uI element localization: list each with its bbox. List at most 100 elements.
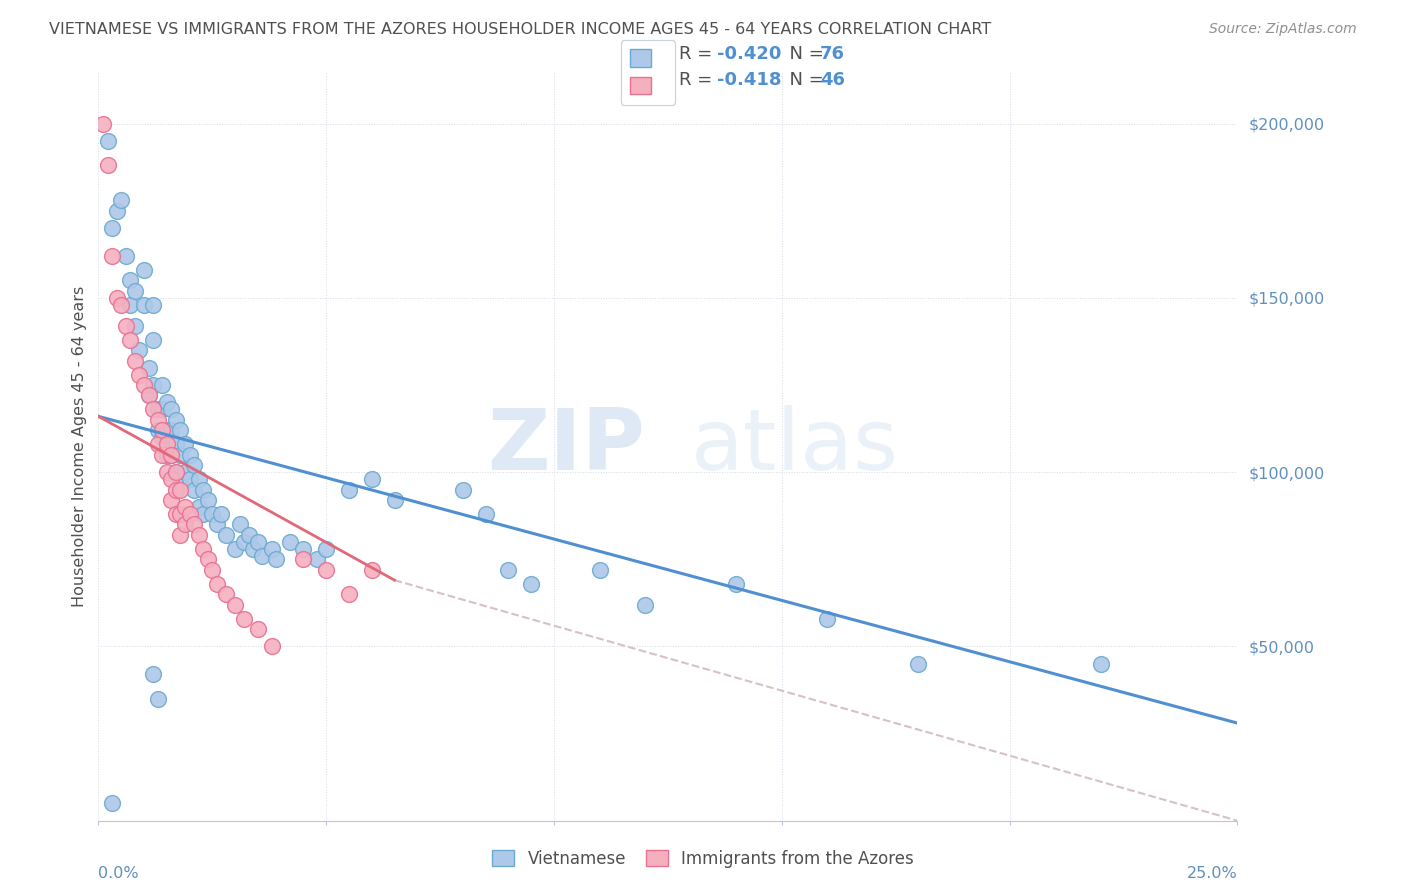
Point (292, 541, 315, 556)
Point (215, 528, 238, 542)
Point (165, 437, 187, 451)
Point (150, 378, 173, 392)
Point (451, 483, 474, 497)
Point (132, 263, 155, 277)
Point (160, 448, 183, 462)
Point (124, 318, 146, 333)
Point (174, 500, 197, 514)
Point (179, 448, 201, 462)
Point (205, 576, 228, 591)
Point (142, 298, 165, 312)
Point (224, 598, 246, 612)
Point (520, 576, 543, 591)
Point (174, 517, 197, 532)
Point (156, 423, 179, 437)
Point (138, 360, 160, 375)
Point (169, 528, 191, 542)
Text: R =: R = (679, 71, 718, 89)
Point (360, 472, 382, 486)
Point (360, 563, 382, 577)
Point (101, 249, 124, 263)
Point (307, 552, 329, 566)
Text: -0.420: -0.420 (717, 45, 782, 62)
Point (160, 423, 183, 437)
Point (634, 598, 657, 612)
Text: N =: N = (778, 45, 830, 62)
Point (264, 552, 287, 566)
Point (183, 483, 205, 497)
Point (138, 388, 160, 402)
Legend: , : , (620, 40, 675, 105)
Point (165, 465, 187, 479)
Point (156, 437, 179, 451)
Point (114, 318, 136, 333)
Point (384, 493, 406, 508)
Point (165, 483, 187, 497)
Point (132, 378, 155, 392)
Legend: Vietnamese, Immigrants from the Azores: Vietnamese, Immigrants from the Azores (485, 844, 921, 875)
Point (169, 472, 191, 486)
Point (197, 552, 219, 566)
Point (238, 528, 260, 542)
Point (160, 448, 183, 462)
Point (193, 541, 215, 556)
Text: -0.418: -0.418 (717, 71, 782, 89)
Point (193, 483, 215, 497)
Point (146, 423, 169, 437)
Point (337, 483, 360, 497)
Point (110, 298, 132, 312)
Point (252, 549, 274, 563)
Point (165, 507, 187, 521)
Point (907, 657, 929, 671)
Point (120, 298, 142, 312)
Point (215, 587, 238, 601)
Point (142, 333, 165, 347)
Point (169, 507, 191, 521)
Point (124, 284, 146, 298)
Point (233, 611, 256, 625)
Point (146, 413, 169, 427)
Point (205, 517, 228, 532)
Point (209, 507, 232, 521)
Point (201, 507, 224, 521)
Point (193, 507, 215, 521)
Point (246, 534, 269, 549)
Point (160, 472, 183, 486)
Point (815, 611, 838, 625)
Point (242, 541, 264, 556)
Text: 25.0%: 25.0% (1187, 865, 1237, 880)
Point (150, 430, 173, 444)
Point (146, 437, 169, 451)
Text: VIETNAMESE VS IMMIGRANTS FROM THE AZORES HOUSEHOLDER INCOME AGES 45 - 64 YEARS C: VIETNAMESE VS IMMIGRANTS FROM THE AZORES… (49, 22, 991, 37)
Point (165, 465, 187, 479)
Point (114, 249, 136, 263)
Point (156, 465, 179, 479)
Point (156, 395, 179, 409)
Point (138, 388, 160, 402)
Point (160, 402, 183, 417)
Point (96, 134, 118, 148)
Point (187, 500, 209, 514)
Point (128, 368, 150, 382)
Point (132, 298, 155, 312)
Point (201, 563, 224, 577)
Point (260, 640, 283, 654)
Text: 76: 76 (820, 45, 845, 62)
Point (179, 507, 201, 521)
Point (183, 517, 205, 532)
Text: 46: 46 (820, 71, 845, 89)
Point (474, 507, 496, 521)
Text: 0.0%: 0.0% (98, 865, 139, 880)
Point (110, 194, 132, 208)
Point (169, 483, 191, 497)
Text: R =: R = (679, 45, 718, 62)
Point (174, 465, 197, 479)
Point (146, 691, 169, 706)
Point (725, 576, 748, 591)
Text: ZIP: ZIP (488, 404, 645, 488)
Point (142, 402, 165, 417)
Point (197, 493, 219, 508)
Point (1090, 657, 1112, 671)
Point (246, 622, 269, 636)
Point (150, 423, 173, 437)
